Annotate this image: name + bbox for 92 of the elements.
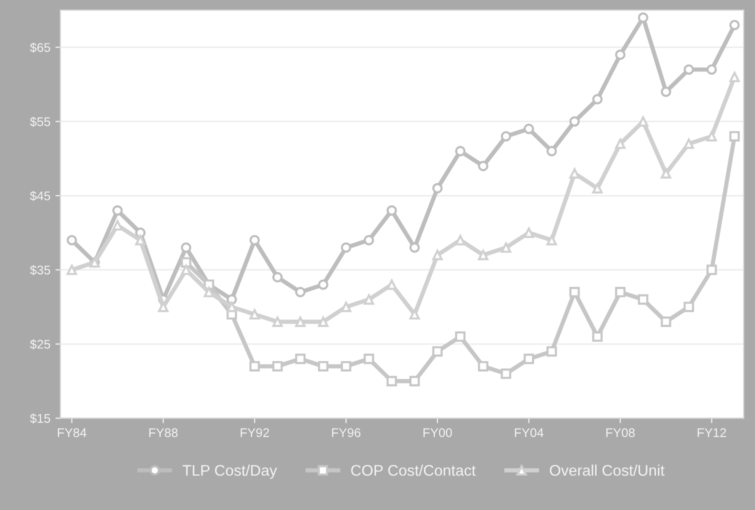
point <box>615 138 626 149</box>
point <box>386 279 397 290</box>
point <box>66 264 78 276</box>
point <box>706 264 717 276</box>
point <box>409 376 420 386</box>
point <box>318 361 328 372</box>
point <box>112 220 123 231</box>
point <box>592 94 603 104</box>
point <box>706 131 717 142</box>
point <box>684 302 694 312</box>
y-tick-label: $45 <box>30 190 50 202</box>
point <box>432 183 443 194</box>
point <box>432 346 443 357</box>
x-tick-label: FY04 <box>514 428 544 438</box>
point <box>592 183 603 194</box>
point <box>409 309 420 320</box>
point <box>386 205 397 216</box>
x-tick-label: FY08 <box>606 428 635 438</box>
point <box>478 361 488 372</box>
legend-label: Overall Cost/Unit <box>550 464 664 476</box>
legend-label: TLP Cost/Day <box>182 464 278 479</box>
point <box>478 160 488 172</box>
point <box>364 294 374 305</box>
point <box>180 257 192 268</box>
point <box>272 361 283 372</box>
point <box>364 354 374 364</box>
point <box>546 146 557 156</box>
point <box>729 72 740 82</box>
x-tick-label: FY96 <box>332 428 360 438</box>
point <box>524 354 534 364</box>
point <box>615 49 626 60</box>
point <box>478 250 488 260</box>
point <box>295 316 306 327</box>
point <box>729 131 740 142</box>
point <box>569 116 580 127</box>
point <box>500 131 512 142</box>
y-tick-label: $55 <box>30 116 50 127</box>
point <box>729 20 740 30</box>
y-tick-label: $35 <box>30 265 50 276</box>
x-tick-label: FY88 <box>149 428 178 438</box>
x-tick-label: FY84 <box>58 428 86 438</box>
point <box>135 234 146 246</box>
point <box>524 124 534 134</box>
point <box>409 242 420 253</box>
point <box>340 361 352 372</box>
point <box>295 354 306 364</box>
point <box>706 64 717 75</box>
point <box>364 234 374 246</box>
point <box>112 205 123 216</box>
point <box>340 302 352 312</box>
point <box>638 294 648 305</box>
point <box>432 250 443 260</box>
point <box>249 309 260 320</box>
point <box>524 228 534 238</box>
point <box>638 12 648 23</box>
point <box>500 368 512 379</box>
legend-label: COP Cost/Contact <box>351 464 476 476</box>
point <box>158 302 168 312</box>
point <box>546 346 557 357</box>
point <box>295 286 306 298</box>
point <box>455 234 466 246</box>
point <box>455 331 466 342</box>
point <box>204 286 214 298</box>
point <box>272 272 283 282</box>
y-tick-label: $25 <box>30 339 50 350</box>
point <box>66 234 78 246</box>
point <box>569 286 580 298</box>
point <box>340 242 352 253</box>
y-tick-label: $15 <box>30 413 50 424</box>
point <box>569 168 580 179</box>
point <box>684 64 694 75</box>
point <box>546 234 557 246</box>
point <box>318 316 328 327</box>
point <box>455 146 466 156</box>
point <box>386 376 397 386</box>
point <box>684 138 694 149</box>
point <box>272 316 283 327</box>
point <box>615 286 626 298</box>
y-tick-label: $65 <box>30 42 50 53</box>
point <box>249 361 260 372</box>
point <box>660 316 672 327</box>
x-tick-label: FY00 <box>424 428 452 438</box>
point <box>500 242 512 253</box>
point <box>592 331 603 342</box>
point <box>226 302 237 312</box>
point <box>180 242 192 253</box>
x-tick-label: FY12 <box>698 428 726 437</box>
point <box>660 86 672 98</box>
x-tick-label: FY92 <box>240 428 269 438</box>
point <box>318 279 328 290</box>
point <box>660 168 672 179</box>
point <box>249 234 260 246</box>
